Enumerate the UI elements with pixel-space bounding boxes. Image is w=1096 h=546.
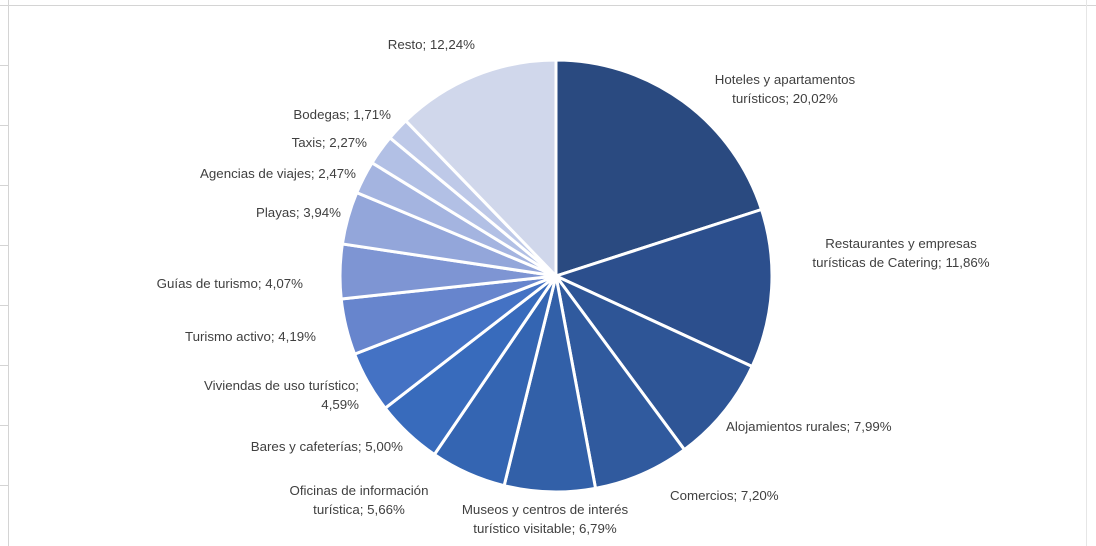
data-label-line: Oficinas de información [290,483,429,498]
row-divider [0,125,8,126]
data-label-line: Playas; 3,94% [256,205,341,220]
data-label-line: Hoteles y apartamentos [715,72,856,87]
data-label-line: turísticos; 20,02% [732,91,838,106]
data-label: Turismo activo; 4,19% [185,329,316,344]
data-label: Bodegas; 1,71% [293,107,391,122]
data-label-line: Turismo activo; 4,19% [185,329,316,344]
pie-slice [404,58,558,278]
pie-slice [554,208,774,368]
data-label-line: Bodegas; 1,71% [293,107,391,122]
data-label-line: turísticas de Catering; 11,86% [812,255,989,270]
data-label: Resto; 12,24% [388,37,475,52]
gridline-left [8,0,9,546]
data-label: Alojamientos rurales; 7,99% [726,419,892,434]
pie-slices [338,58,774,494]
data-label-line: Viviendas de uso turístico; [204,378,359,393]
data-label-line: Restaurantes y empresas [825,236,977,251]
data-label: Taxis; 2,27% [292,135,368,150]
data-label-line: Resto; 12,24% [388,37,475,52]
row-divider [0,185,8,186]
data-label-line: turístico visitable; 6,79% [473,521,617,536]
row-divider [0,245,8,246]
data-label: Museos y centros de interés turístico vis… [462,502,629,536]
data-label: Oficinas de información turística; 5,66% [290,483,429,517]
row-divider [0,485,8,486]
row-divider [0,365,8,366]
data-label: Comercios; 7,20% [670,488,779,503]
data-label: Bares y cafeterías; 5,00% [251,439,403,454]
data-label: Agencias de viajes; 2,47% [200,166,356,181]
data-label-line: Comercios; 7,20% [670,488,779,503]
row-divider [0,425,8,426]
data-label: Playas; 3,94% [256,205,341,220]
data-label-line: Museos y centros de interés [462,502,629,517]
data-label-line: Agencias de viajes; 2,47% [200,166,356,181]
data-label: Restaurantes y empresas turísticas de Cat… [812,236,989,270]
data-label: Guías de turismo; 4,07% [157,276,304,291]
data-label: Viviendas de uso turístico; 4,59% [204,378,359,412]
data-label-line: Bares y cafeterías; 5,00% [251,439,403,454]
pie-slice [554,58,764,278]
gridline-right [1086,0,1087,546]
data-label: Hoteles y apartamentos turísticos; 20,02% [715,72,856,106]
pie-slice [554,274,754,452]
data-label-line: Guías de turismo; 4,07% [157,276,304,291]
gridline-top [0,5,1096,6]
data-label-line: 4,59% [321,397,359,412]
pie-labels: Hoteles y apartamentos turísticos; 20,02%… [157,37,990,536]
data-label-line: Alojamientos rurales; 7,99% [726,419,892,434]
data-label-line: turística; 5,66% [313,502,405,517]
row-divider [0,65,8,66]
row-divider [0,305,8,306]
data-label-line: Taxis; 2,27% [292,135,368,150]
